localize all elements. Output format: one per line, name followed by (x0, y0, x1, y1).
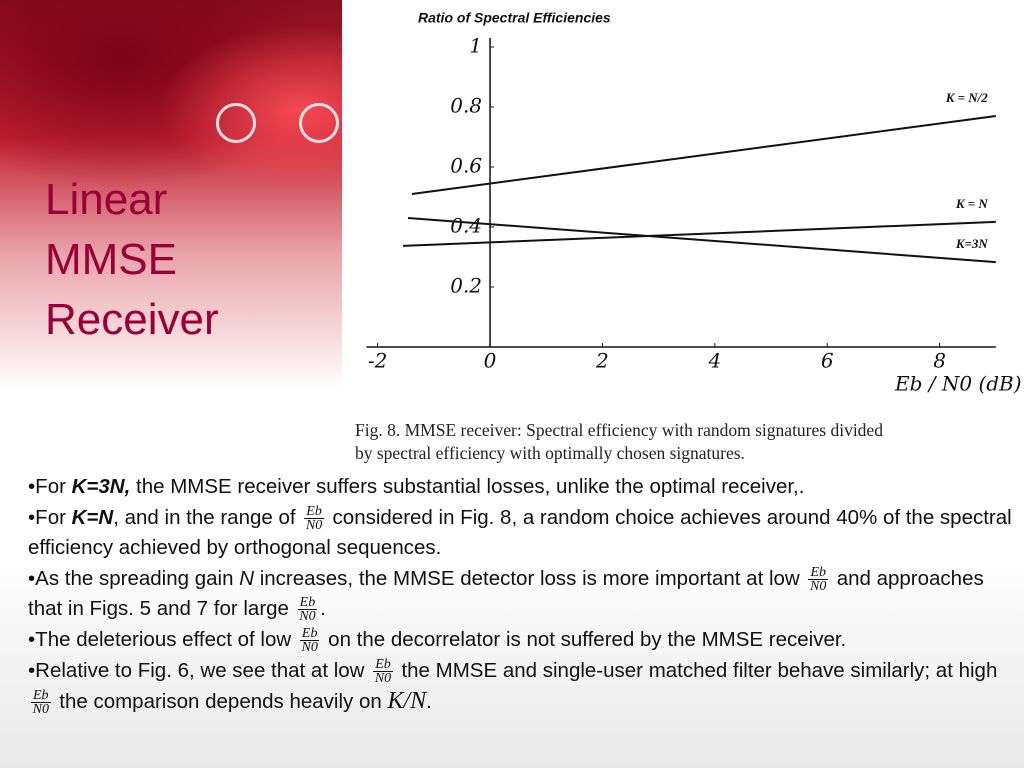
math: K/N (387, 688, 427, 715)
emphasis: K=N (71, 505, 114, 529)
x-tick-label: 6 (821, 349, 834, 373)
fraction: Eb N0 (304, 503, 324, 533)
numerator: Eb (373, 656, 393, 672)
caption: Fig. 8. MMSE receiver: Spectral efficien… (355, 420, 883, 440)
numerator: Eb (297, 595, 318, 611)
text: •For (28, 505, 72, 529)
fraction: Eb N0 (31, 688, 51, 718)
series-label: K=3N (955, 236, 989, 251)
text: •The deleterious effect of low (28, 627, 297, 651)
icon (216, 103, 256, 143)
text: the MMSE and single-user matched filter … (395, 658, 998, 682)
y-tick-label: 0.6 (450, 154, 482, 178)
text: . (320, 597, 326, 621)
x-tick-label: 4 (707, 349, 721, 373)
bullet: •For K=N, and in the range of Eb N0 consi… (28, 503, 1018, 564)
icon (299, 103, 339, 143)
fraction: Eb N0 (373, 656, 393, 686)
denominator: N0 (810, 578, 827, 594)
x-tick-label: -2 (368, 349, 387, 373)
series-line (407, 217, 996, 264)
title-line: Receiver (45, 295, 219, 344)
series-line (402, 220, 996, 247)
emphasis: N (239, 566, 254, 590)
title-line: MMSE (45, 235, 177, 284)
text: the MMSE receiver suffers substantial lo… (130, 475, 805, 498)
title-line: Linear (45, 175, 168, 224)
bullet-list: •For K=3N, the MMSE receiver suffers sub… (28, 472, 1018, 718)
slide-title: Linear MMSE Receiver (45, 170, 219, 350)
chart-title: Ratio of Spectral Efficiencies (418, 10, 611, 26)
emphasis: K=3N, (71, 475, 131, 498)
text: •Relative to Fig. 6, we see that at low (28, 658, 371, 682)
bullet: •As the spreading gain N increases, the … (28, 564, 1018, 625)
fraction: Eb N0 (299, 626, 320, 656)
denominator: N0 (374, 670, 392, 686)
y-tick-label: 0.2 (450, 274, 482, 298)
series-label: K = N (955, 196, 989, 211)
x-tick-label: 2 (595, 349, 609, 373)
text: increases, the MMSE detector loss is mor… (254, 566, 806, 590)
fraction: Eb N0 (808, 564, 828, 594)
numerator: Eb (304, 503, 324, 519)
x-tick-label: 0 (484, 349, 497, 373)
denominator: N0 (32, 702, 49, 718)
fraction: Eb N0 (297, 595, 318, 625)
bullet: •For K=3N, the MMSE receiver suffers sub… (28, 472, 1018, 503)
numerator: Eb (299, 626, 320, 642)
text: •For (28, 475, 72, 498)
x-tick-label: 8 (933, 349, 946, 373)
denominator: N0 (301, 640, 318, 656)
y-tick-label: 0.4 (450, 214, 482, 238)
text: •As the spreading gain (28, 566, 240, 590)
text: the comparison depends heavily on (53, 690, 388, 714)
numerator: Eb (808, 564, 828, 580)
decoration (0, 0, 342, 460)
text: , and in the range of (113, 505, 302, 529)
x-axis-label: Eb / N0 (dB) (894, 372, 1022, 396)
denominator: N0 (299, 609, 316, 625)
bullet: •Relative to Fig. 6, we see that at low … (28, 656, 1018, 718)
text: on the decorrelator is not suffered by t… (322, 627, 847, 651)
text: . (426, 690, 432, 714)
y-tick-label: 1 (469, 34, 482, 58)
bullet: •The deleterious effect of low Eb N0 on t… (28, 625, 1018, 656)
text: considered in Fig. 8, a random choice ac… (28, 505, 1012, 560)
numerator: Eb (31, 688, 51, 704)
denominator: N0 (305, 517, 323, 533)
series-label: K = N/2 (945, 90, 989, 105)
series-line (411, 115, 996, 195)
text: and approaches that in Figs. 5 and 7 for… (28, 566, 984, 621)
chart: Ratio of Spectral Efficiencies Eb / N0 (… (355, 10, 1022, 463)
caption: by spectral efficiency with optimally ch… (355, 443, 745, 463)
y-tick-label: 0.8 (450, 94, 482, 118)
